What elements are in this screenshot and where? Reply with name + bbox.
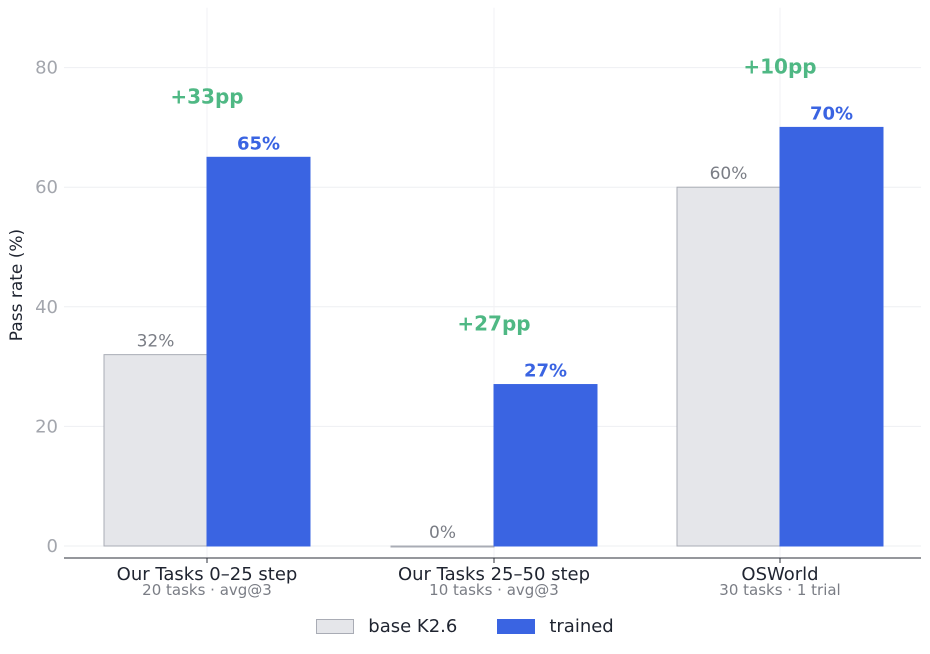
value-label-trained: 65% (237, 133, 280, 154)
bar-base (676, 186, 781, 547)
pass-rate-chart: 0 20 40 60 80 Pass rate (%) 32% 65% +33pp 0% 27%… (7, 7, 921, 599)
x-tick-label: Our Tasks 25–50 step (398, 564, 590, 585)
bar-trained (493, 384, 598, 547)
x-tick-label: OSWorld (741, 564, 818, 585)
value-label-base: 0% (429, 523, 456, 543)
y-tick-label: 80 (35, 58, 58, 79)
bars (103, 126, 884, 548)
delta-annotation: +10pp (743, 54, 816, 78)
bar-trained (779, 126, 884, 547)
value-label-trained: 70% (810, 103, 853, 124)
value-label-trained: 27% (524, 361, 567, 382)
bar-base (103, 354, 208, 547)
y-tick-label: 40 (35, 297, 58, 318)
bar-base (390, 545, 495, 548)
x-tick-subtitle: 30 tasks · 1 trial (719, 581, 840, 599)
y-axis-ticks: 0 20 40 60 80 (35, 58, 58, 557)
y-tick-label: 0 (47, 536, 58, 557)
legend-item-base: base K2.6 (316, 616, 457, 637)
legend-item-trained: trained (497, 616, 614, 637)
y-tick-label: 60 (35, 177, 58, 198)
legend: base K2.6 trained (0, 616, 930, 637)
legend-swatch-trained (497, 619, 536, 634)
value-labels: 32% 65% +33pp 0% 27% +27pp 60% 70% +10pp (137, 54, 853, 543)
x-tick-label: Our Tasks 0–25 step (117, 564, 298, 585)
y-tick-label: 20 (35, 416, 58, 437)
delta-annotation: +27pp (457, 312, 530, 336)
x-tick-subtitle: 20 tasks · avg@3 (142, 581, 272, 599)
value-label-base: 60% (710, 164, 748, 184)
legend-label-base: base K2.6 (368, 616, 458, 637)
legend-label-trained: trained (549, 616, 614, 637)
bar-trained (206, 156, 311, 547)
legend-swatch-base (316, 619, 355, 634)
x-tick-subtitle: 10 tasks · avg@3 (429, 581, 559, 599)
value-label-base: 32% (137, 332, 175, 352)
delta-annotation: +33pp (170, 84, 243, 108)
y-axis-label: Pass rate (%) (7, 229, 27, 341)
